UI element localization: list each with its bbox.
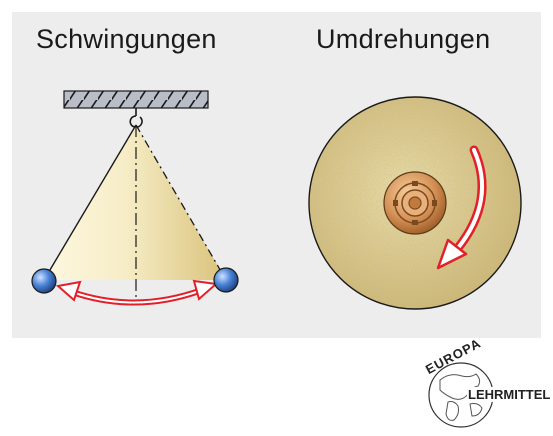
rotation-title: Umdrehungen bbox=[316, 24, 491, 54]
pendulum-ball-right bbox=[213, 267, 239, 293]
disc-hub bbox=[383, 171, 447, 235]
pendulum-title: Schwingungen bbox=[36, 24, 217, 54]
logo-word-bottom: LEHRMITTEL bbox=[467, 387, 552, 402]
hook-icon bbox=[129, 108, 143, 128]
publisher-logo bbox=[428, 362, 494, 428]
pendulum-ball-left bbox=[31, 268, 57, 294]
ceiling-mount bbox=[63, 90, 209, 109]
pendulum-cone bbox=[43, 124, 227, 300]
rotation-arrow-icon bbox=[436, 145, 487, 270]
swing-arrow-icon bbox=[55, 279, 219, 306]
